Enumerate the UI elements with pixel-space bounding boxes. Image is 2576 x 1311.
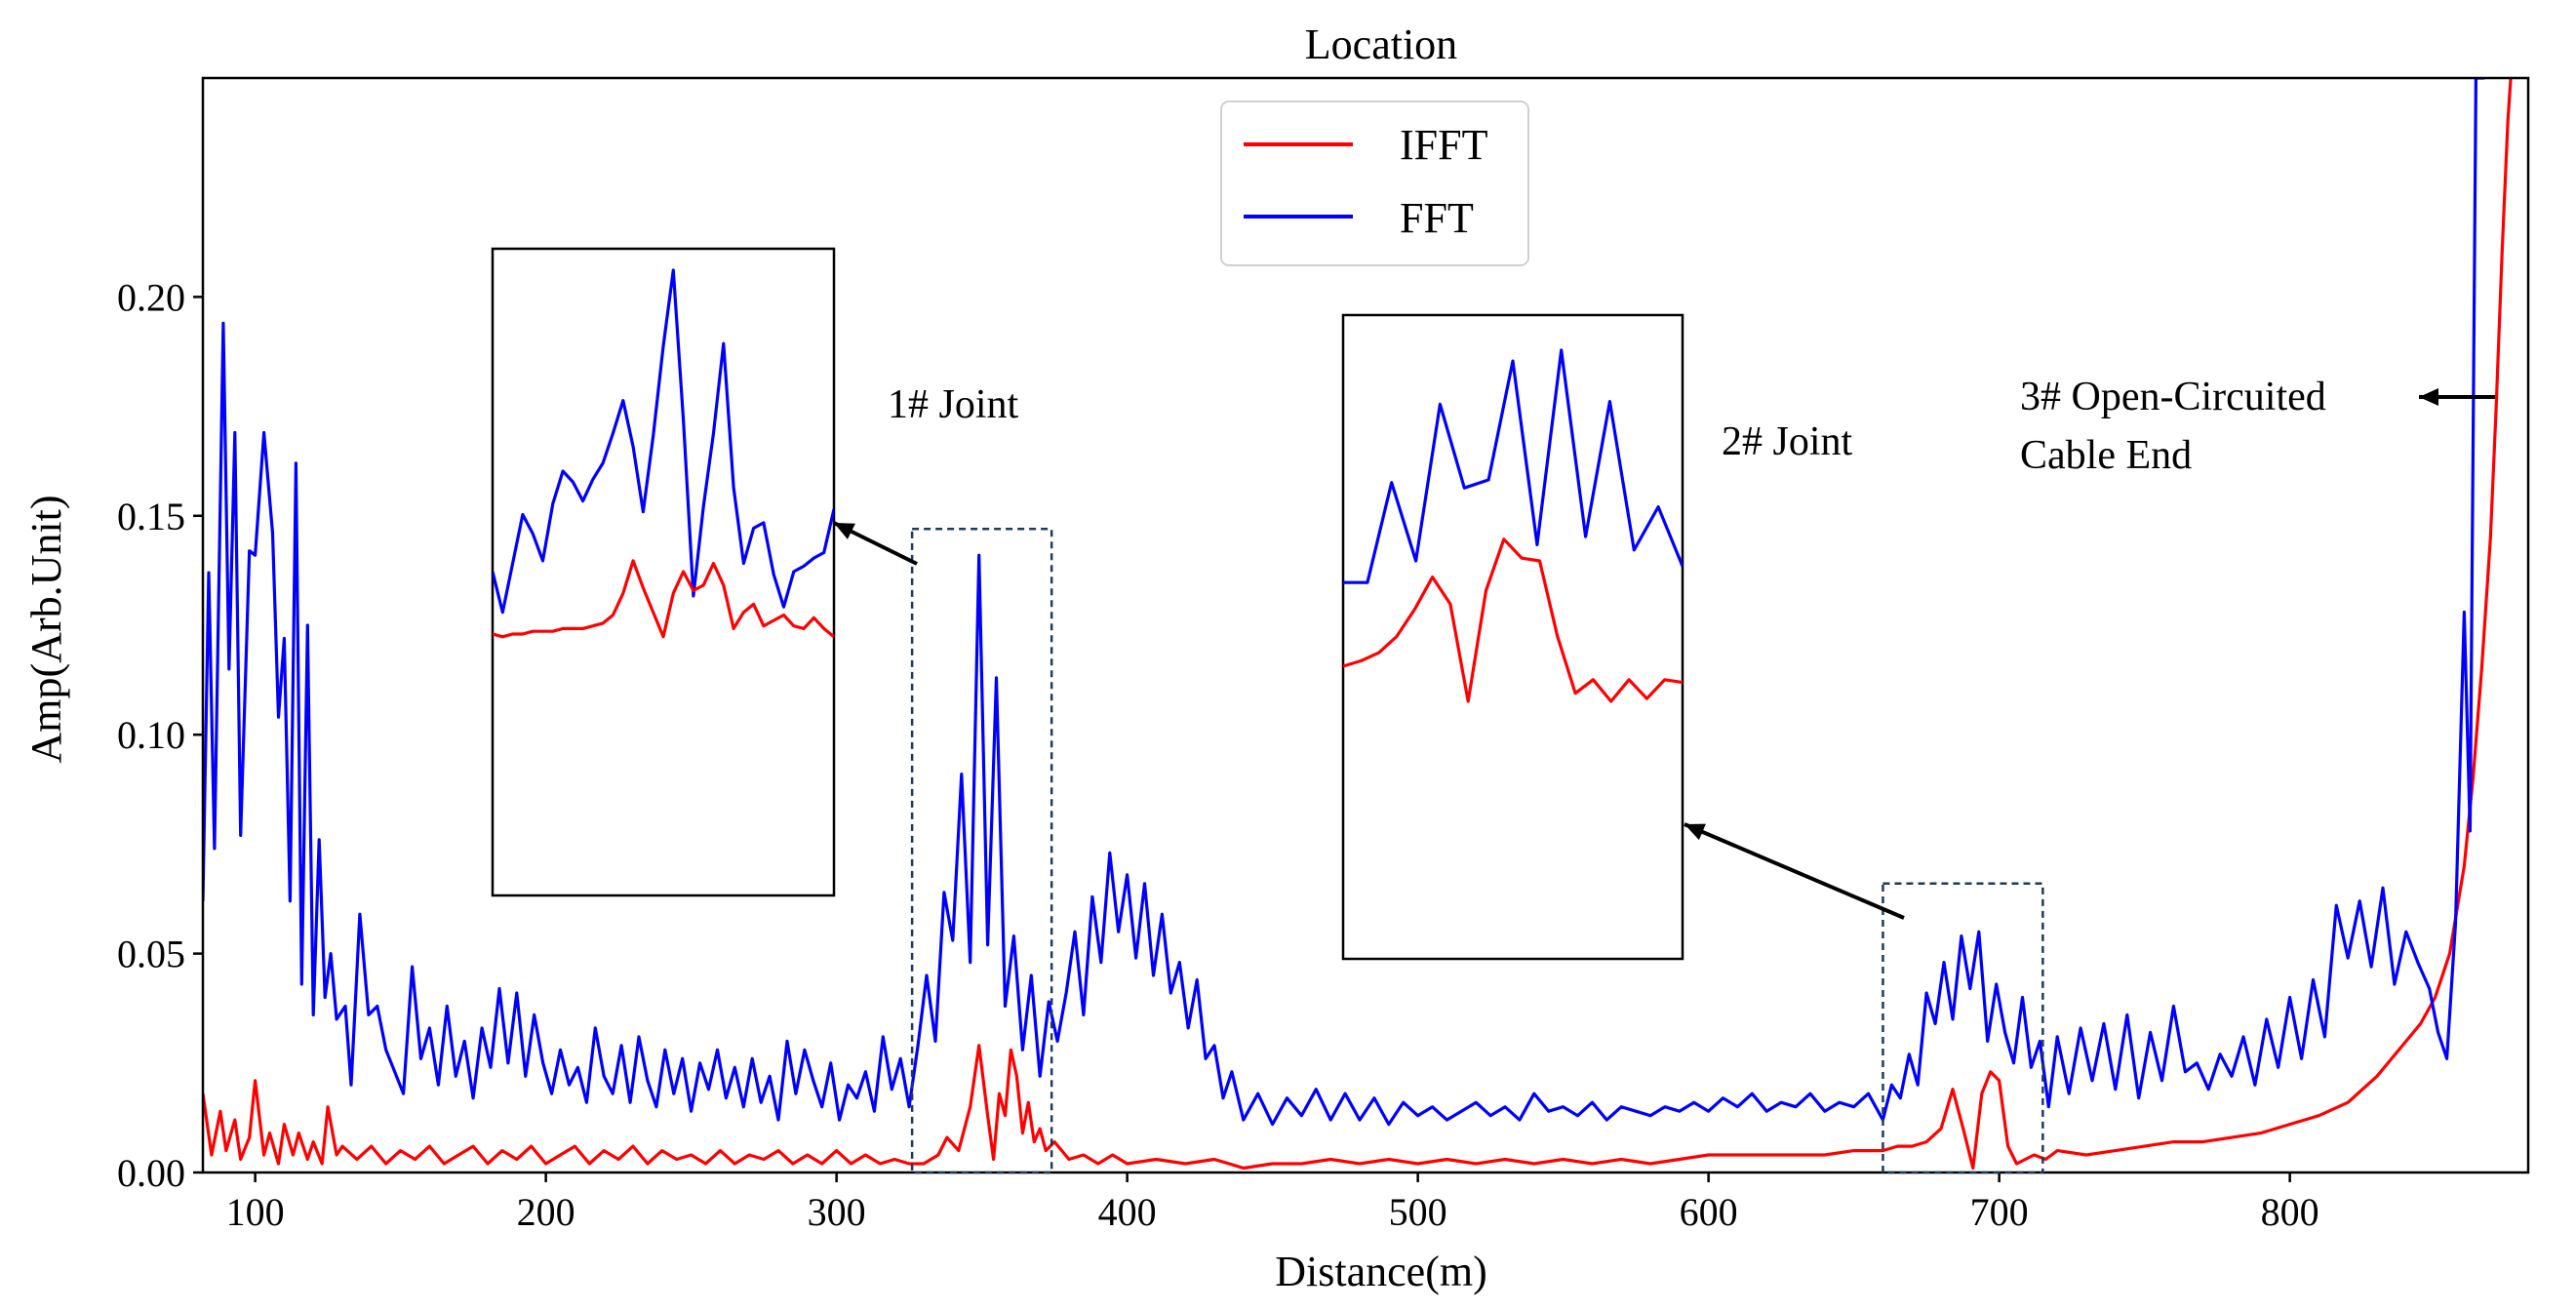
joint2-zoom-frame <box>1341 313 1684 961</box>
annotation-joint2: 2# Joint <box>1722 419 1853 464</box>
annotation-cable-end-line1: 3# Open-Circuited <box>2020 375 2326 419</box>
joint1-zoom-fft-line <box>493 268 834 615</box>
annotation-joint1: 1# Joint <box>888 382 1019 427</box>
legend-ifft-label: IFFT <box>1400 121 1488 169</box>
insets <box>491 247 1684 961</box>
arrow-joint2-shaft <box>1684 822 1905 920</box>
joint2-zoom <box>1341 313 1684 961</box>
x-tick-label: 300 <box>808 1190 866 1234</box>
arrow-cable-end-head <box>2419 388 2438 406</box>
y-tick-label: 0.05 <box>117 933 185 976</box>
x-tick-label: 200 <box>517 1190 575 1234</box>
legend-fft-label: FFT <box>1400 194 1474 242</box>
x-tick-label: 500 <box>1389 1190 1447 1234</box>
x-tick-label: 800 <box>2261 1190 2319 1234</box>
y-tick-label: 0.15 <box>117 495 185 538</box>
axis-ticks: 100 200 300 400 500 600 700 800 0.00 0.05 0.10 0.15… <box>117 275 2319 1234</box>
joint2-zoom-source-box <box>1882 882 2044 1174</box>
joint1-zoom <box>491 247 836 897</box>
arrow-joint1-head <box>834 523 855 539</box>
chart-title: Location <box>1305 20 1457 68</box>
x-tick-label: 100 <box>226 1190 285 1234</box>
series-line-fft <box>203 78 2485 1127</box>
joint1-zoom-source-box <box>910 528 1053 1174</box>
legend: IFFT FFT <box>1220 100 1529 266</box>
zoom-boxes <box>910 528 2044 1174</box>
y-tick-label: 0.00 <box>117 1151 185 1195</box>
joint2-zoom-ifft-line <box>1343 537 1683 703</box>
plot-frame <box>201 76 2530 1174</box>
x-axis-label: Distance(m) <box>1275 1248 1486 1295</box>
y-tick-label: 0.20 <box>117 275 185 319</box>
joint2-zoom-fft-line <box>1343 348 1683 584</box>
x-tick-label: 600 <box>1680 1190 1738 1234</box>
annotations: 1# Joint 2# Joint 3# Open-Circuited Cabl… <box>833 375 2495 920</box>
annotation-cable-end-line2: Cable End <box>2020 433 2192 478</box>
arrow-joint2-head <box>1684 823 1706 841</box>
x-tick-label: 400 <box>1098 1190 1157 1234</box>
x-tick-label: 700 <box>1970 1190 2029 1234</box>
y-tick-label: 0.10 <box>117 713 185 757</box>
y-axis-label: Amp(Arb.Unit) <box>22 496 70 764</box>
joint1-zoom-ifft-line <box>493 559 834 639</box>
